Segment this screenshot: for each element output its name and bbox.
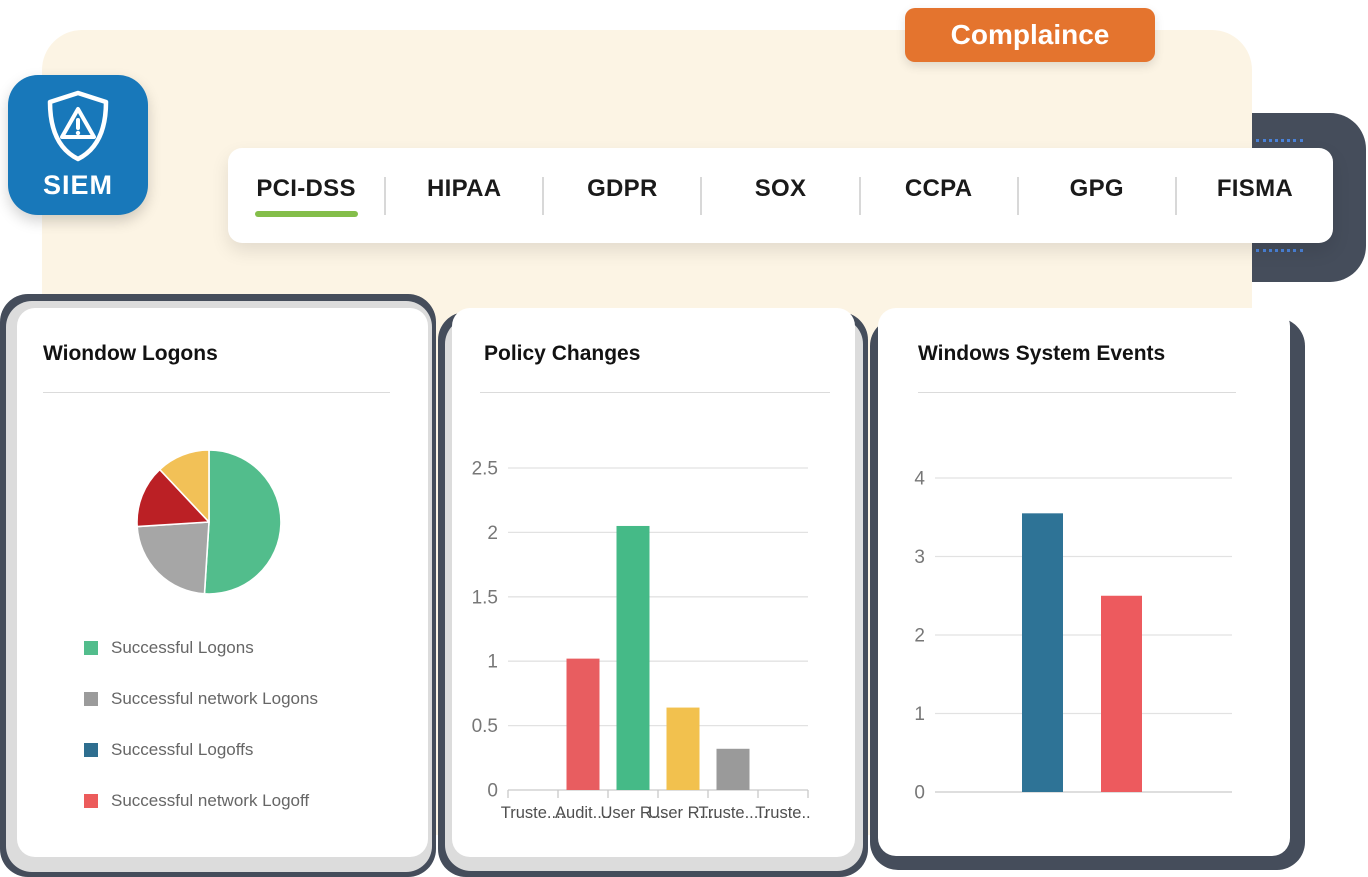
svg-text:Truste..: Truste.. xyxy=(755,804,810,822)
legend-swatch xyxy=(84,743,98,757)
tab-gdpr[interactable]: GDPR xyxy=(544,148,700,243)
siem-label: SIEM xyxy=(42,170,113,200)
svg-text:2.5: 2.5 xyxy=(472,459,498,480)
dotted-accent-bottom xyxy=(1256,249,1303,252)
card1-divider xyxy=(43,392,390,393)
card-title-policy-changes: Policy Changes xyxy=(484,342,641,365)
active-tab-underline xyxy=(729,211,832,217)
tab-fisma[interactable]: FISMA xyxy=(1177,148,1333,243)
legend-label: Successful network Logoff xyxy=(111,791,310,810)
card2-divider xyxy=(480,392,830,393)
dotted-accent-top xyxy=(1256,139,1303,142)
svg-text:0: 0 xyxy=(487,781,498,802)
card-title-window-logons: Wiondow Logons xyxy=(43,342,218,365)
svg-text:1.5: 1.5 xyxy=(472,587,498,608)
tab-hipaa[interactable]: HIPAA xyxy=(386,148,542,243)
svg-text:2: 2 xyxy=(914,626,925,647)
tab-divider xyxy=(858,176,861,215)
compliance-badge: Complaince xyxy=(905,8,1155,62)
tab-label: GPG xyxy=(1069,174,1124,202)
siem-app-tile: SIEM xyxy=(8,75,148,215)
window-logons-pie-chart xyxy=(136,449,282,595)
tab-sox[interactable]: SOX xyxy=(702,148,858,243)
compliance-tab-bar: PCI-DSS HIPAA GDPR SOX CCPA GPG FISMA xyxy=(228,148,1333,243)
tab-divider xyxy=(1174,176,1177,215)
svg-text:1: 1 xyxy=(914,704,925,725)
svg-text:2: 2 xyxy=(487,523,498,544)
legend-swatch xyxy=(84,794,98,808)
windows-system-events-card: Windows System Events 0 1 2 3 4 xyxy=(878,308,1290,856)
tab-divider xyxy=(1016,176,1019,215)
active-tab-underline xyxy=(413,211,516,217)
card3-divider xyxy=(918,392,1236,393)
svg-text:0.5: 0.5 xyxy=(472,716,498,737)
svg-text:Truste.....: Truste..... xyxy=(698,804,767,822)
legend-label: Successful Logons xyxy=(111,638,254,657)
policy-changes-card: Policy Changes 0 0.5 1 1.5 2 2.5 Truste.... Aud… xyxy=(452,308,855,857)
tab-pci-dss[interactable]: PCI-DSS xyxy=(228,148,384,243)
tab-label: GDPR xyxy=(587,174,658,202)
active-tab-underline xyxy=(1203,211,1306,217)
tab-label: HIPAA xyxy=(427,174,502,202)
tab-gpg[interactable]: GPG xyxy=(1019,148,1175,243)
active-tab-underline xyxy=(1045,211,1148,217)
tab-ccpa[interactable]: CCPA xyxy=(861,148,1017,243)
legend-swatch xyxy=(84,641,98,655)
legend-label: Successful network Logons xyxy=(111,689,318,708)
active-tab-underline xyxy=(887,211,990,217)
active-tab-underline xyxy=(254,210,358,217)
svg-text:User R...: User R... xyxy=(600,804,665,822)
windows-system-events-bar-chart: 0 1 2 3 4 xyxy=(914,469,1232,804)
svg-text:4: 4 xyxy=(914,469,925,490)
tab-divider xyxy=(384,176,387,215)
pie-legend: Successful Logons Successful network Logo… xyxy=(84,638,318,842)
svg-text:0: 0 xyxy=(914,783,925,804)
tab-divider xyxy=(700,176,703,215)
legend-label: Successful Logoffs xyxy=(111,740,254,759)
tab-label: PCI-DSS xyxy=(256,174,356,202)
svg-text:1: 1 xyxy=(487,652,498,673)
svg-text:Truste....: Truste.... xyxy=(501,804,566,822)
legend-item: Successful Logoffs xyxy=(84,740,318,760)
legend-item: Successful network Logoff xyxy=(84,791,318,811)
window-logons-card: Wiondow Logons Successful Logons Successf… xyxy=(17,308,428,857)
legend-swatch xyxy=(84,692,98,706)
shield-alert-icon xyxy=(42,89,114,168)
active-tab-underline xyxy=(571,211,674,217)
svg-text:3: 3 xyxy=(914,547,925,568)
legend-item: Successful network Logons xyxy=(84,689,318,709)
tab-label: FISMA xyxy=(1216,174,1293,202)
svg-text:User R....: User R.... xyxy=(648,804,718,822)
legend-item: Successful Logons xyxy=(84,638,318,658)
tab-label: CCPA xyxy=(904,174,973,202)
tab-divider xyxy=(542,176,545,215)
tab-label: SOX xyxy=(754,174,807,202)
card-title-windows-system-events: Windows System Events xyxy=(918,342,1166,365)
svg-text:Audit....: Audit.... xyxy=(555,804,611,822)
